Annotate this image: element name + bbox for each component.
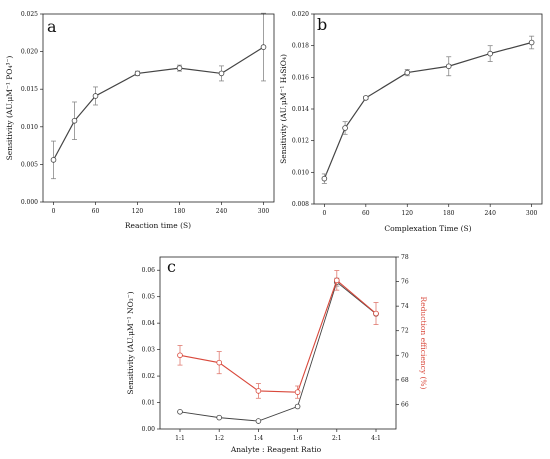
panel-b-x-tick-label: 300 [526,210,538,217]
panel-c-series-line-right [179,279,377,393]
panel-b-y-axis-label: Sensitivity (AU.μM⁻¹ H₄SiO₄) [279,54,288,164]
panel-b-data-point [363,95,369,101]
panel-c: c 1:1 1:2 1:4 1:6 2:1 4:1 0.00 0.01 0.02 0.03 0.04… [126,254,428,454]
panel-a-plot-frame [42,13,275,203]
panel-b-data-point [404,69,411,76]
panel-c-y-tick-label: 0.03 [142,347,156,354]
panel-a-y-tick-label: 0.005 [21,161,38,168]
panel-c-data-point-right [333,277,340,284]
panel-b-plot-frame [313,13,543,205]
panel-c-y2-tick-label: 76 [401,279,409,286]
panel-a-x-tick-label: 0 [52,208,56,215]
panel-c-x-tick-label: 2:1 [332,435,342,442]
panel-c-x-tick-label: 1:4 [254,435,264,442]
panel-a-data-point [92,93,99,99]
panel-b-x-tick-label: 60 [362,210,370,217]
panel-a-series-line [52,46,264,161]
panel-b-letter: b [317,15,327,34]
panel-c-x-axis-label: Analyte : Reagent Ratio [230,445,322,454]
panel-b-data-point [528,39,535,46]
panel-b-x-tick-label: 180 [443,210,455,217]
panel-a-y-tick-label: 0.025 [21,11,38,18]
panel-a-data-point [218,70,225,77]
panel-c-data-point-left [216,414,223,421]
panel-b-data-point [445,63,452,70]
panel-b-x-axis-label: Complexation Time (S) [384,224,471,233]
panel-b-y-tick-label: 0.012 [292,138,309,145]
panel-c-data-point-left [255,418,262,424]
panel-c-y-tick-label: 0.02 [142,373,156,380]
panel-c-y2-tick-label: 70 [401,352,409,359]
panel-c-y-tick-label: 0.01 [142,400,155,407]
panel-a-y-tick-label: 0.015 [21,86,38,93]
panel-c-y2-tick-label: 74 [401,303,409,310]
panel-c-y-tick-label: 0.06 [142,267,156,274]
panel-c-data-point-right [177,352,183,359]
panel-c-y-tick-label: 0.04 [142,320,156,327]
panel-b-x-tick-label: 120 [402,210,414,217]
panel-a-x-axis-label: Reaction time (S) [125,221,191,230]
panel-c-x-tick-label: 4:1 [371,435,381,442]
panel-c-data-point-right [216,359,223,366]
panel-c-data-point-left [177,408,183,415]
panel-a-y-tick-label: 0.010 [21,124,38,131]
panel-c-data-point-left [294,403,301,410]
panel-a-y-axis-label: Sensitivity (AU.μM⁻¹ PO₄³⁻) [5,56,14,161]
panel-b-y-tick-label: 0.016 [292,74,309,81]
panel-a-data-point [50,157,57,163]
panel-a-x-tick-label: 120 [132,208,144,215]
panel-c-data-point-right [373,310,379,317]
panel-c-data-point-right [255,388,262,394]
panel-b-y-tick-label: 0.008 [292,201,309,208]
panel-b-y-tick-label: 0.018 [292,43,309,50]
panel-c-y-tick-label: 0.05 [142,294,156,301]
panel-b-data-point [342,125,348,131]
panel-b-data-point [321,175,328,182]
panel-b-y-tick-label: 0.010 [292,169,309,176]
panel-a-x-tick-label: 60 [92,208,100,215]
panel-c-data-point-right [294,389,301,395]
panel-c-y-axis-label: Sensitivity (AU.μM⁻¹ NO₃⁻) [126,291,135,394]
panel-c-letter: c [167,257,176,276]
panel-c-x-tick-label: 1:1 [175,435,185,442]
panel-a-data-point [176,65,183,71]
panel-c-y2-tick-label: 72 [401,328,409,335]
panel-a: a 0 60 120 180 240 300 0.000 0.005 0.010 0.015 0.0… [5,11,275,230]
panel-b-x-tick-label: 0 [322,210,326,217]
panel-a-y-tick-label: 0.020 [21,49,38,56]
panel-a-data-point [134,70,141,77]
panel-a-x-tick-label: 300 [258,208,270,215]
panel-c-y-tick-label: 0.00 [142,426,156,433]
panel-a-x-tick-label: 240 [216,208,228,215]
panel-a-x-tick-label: 180 [174,208,186,215]
panel-c-y2-axis-label: Reduction efficiency (%) [419,297,428,390]
panel-c-x-tick-label: 1:6 [293,435,303,442]
panel-b-y-tick-label: 0.014 [292,106,309,113]
panel-c-series-line-left [179,281,377,422]
panel-c-plot-frame [159,256,397,430]
panel-c-x-tick-label: 1:2 [214,435,224,442]
panel-c-y2-tick-label: 78 [401,254,409,261]
panel-a-data-point [71,117,78,124]
panel-c-y2-tick-label: 66 [401,401,409,408]
panel-c-y2-tick-label: 68 [401,377,409,384]
panel-a-y-tick-label: 0.000 [21,199,38,206]
panel-b-series-line [323,41,532,179]
panel-b-x-tick-label: 240 [484,210,496,217]
panel-a-letter: a [47,17,57,36]
panel-b-y-tick-label: 0.020 [292,11,309,18]
panel-a-data-point [260,44,267,50]
panel-b-data-point [487,50,493,57]
panel-b: b 0 60 120 180 240 300 0.008 0.010 0.012 0.014 0.0… [279,11,543,233]
